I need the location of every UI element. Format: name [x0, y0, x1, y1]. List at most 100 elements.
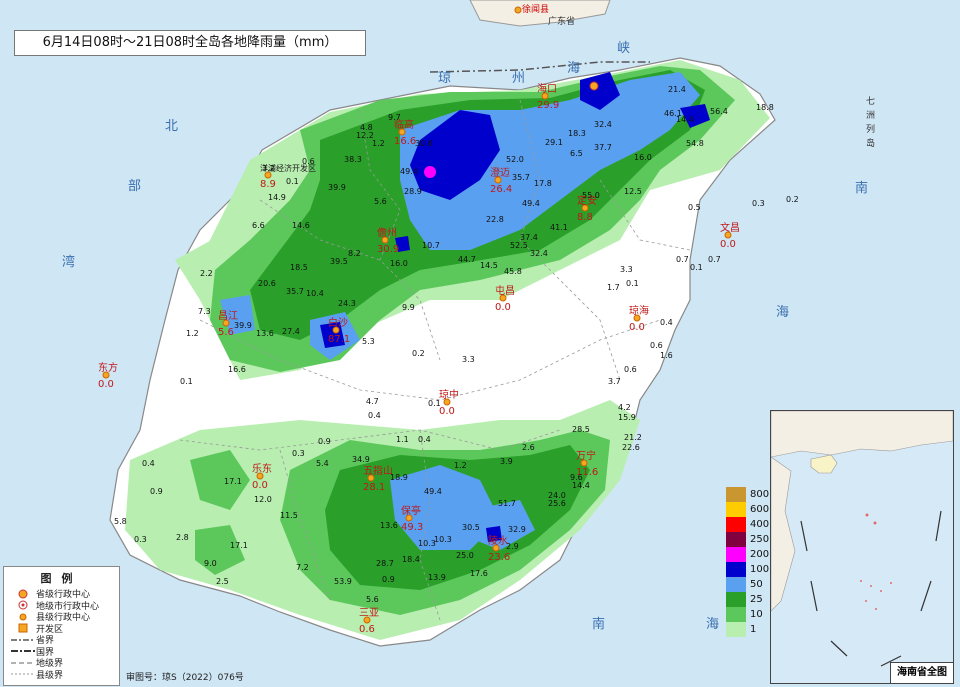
city-rainfall-value: 29.9: [537, 100, 559, 111]
station-rainfall-value: 9.6: [570, 473, 583, 482]
color-swatch: [726, 607, 746, 622]
station-rainfall-value: 13.6: [380, 521, 398, 530]
city-rainfall-value: 26.4: [490, 184, 512, 195]
city-marker: 洋浦经济开发区 8.9: [260, 163, 316, 190]
city-dot: [633, 314, 641, 322]
station-rainfall-value: 39.5: [330, 257, 348, 266]
station-rainfall-value: 17.8: [534, 179, 552, 188]
city-name: 洋浦经济开发区: [260, 163, 316, 173]
station-rainfall-value: 32.9: [508, 525, 526, 534]
station-rainfall-value: 0.4: [368, 411, 381, 420]
city-marker: 白沙 87.1: [328, 316, 350, 345]
city-name: 万宁: [576, 449, 596, 462]
station-rainfall-value: 1.1: [396, 435, 409, 444]
station-rainfall-value: 0.1: [690, 263, 703, 272]
city-name: 东方: [98, 361, 118, 374]
station-rainfall-value: 18.8: [756, 103, 774, 112]
station-rainfall-value: 51.7: [498, 499, 516, 508]
sea-label-hai: 海: [567, 61, 582, 76]
city-rainfall-value: 16.6: [394, 136, 416, 147]
city-name: 白沙: [328, 316, 348, 329]
legend-item-label: 开发区: [36, 624, 64, 635]
inset-caption: 海南省全图: [890, 662, 954, 684]
station-rainfall-value: 14.6: [292, 221, 310, 230]
station-rainfall-value: 7.2: [296, 563, 309, 572]
color-scale-step: 250: [726, 532, 769, 547]
station-rainfall-value: 0.6: [650, 341, 663, 350]
sea-label-qiong: 琼: [438, 71, 453, 86]
rain-band-100: [580, 72, 620, 110]
station-rainfall-value: 1.6: [660, 351, 673, 360]
station-rainfall-value: 39.9: [234, 321, 252, 330]
station-rainfall-value: 0.3: [292, 449, 305, 458]
rain-band-50: [470, 500, 535, 550]
station-rainfall-value: 25.6: [548, 499, 566, 508]
station-rainfall-value: 38.3: [344, 155, 362, 164]
inset-mainland: [771, 411, 953, 458]
station-rainfall-value: 17.1: [230, 541, 248, 550]
county-seat-icon: [10, 612, 36, 622]
city-marker: 屯昌 0.0: [495, 284, 515, 313]
rainfall-color-scale: 800 600 400 250 200 100 50 25 10 1: [726, 487, 769, 637]
station-rainfall-value: 4.8: [360, 123, 373, 132]
color-swatch: [726, 502, 746, 517]
qizhou-char-2: 洲: [866, 110, 875, 121]
color-scale-label: 100: [750, 564, 770, 575]
city-marker: 陵水 23.6: [488, 535, 510, 563]
city-dot: [381, 236, 389, 244]
station-rainfall-value: 0.3: [134, 535, 147, 544]
color-scale-step: 50: [726, 577, 769, 592]
station-rainfall-value: 14.9: [268, 193, 286, 202]
station-rainfall-value: 12.5: [624, 187, 642, 196]
legend-item: 省界: [4, 634, 119, 646]
color-swatch: [726, 562, 746, 577]
city-dot: [494, 176, 502, 184]
xuwen-marker: [514, 6, 522, 14]
city-dot: [256, 472, 264, 480]
city-dot: [363, 616, 371, 624]
legend-item: 地级市行政中心: [4, 600, 119, 612]
station-rainfall-value: 3.3: [462, 355, 475, 364]
station-rainfall-value: 20.6: [258, 279, 276, 288]
color-scale-step: 1: [726, 622, 769, 637]
station-rainfall-value: 5.6: [366, 595, 379, 604]
station-rainfall-value: 16.0: [634, 153, 652, 162]
color-scale-step: 400: [726, 517, 769, 532]
city-marker: 五指山 28.1: [363, 464, 393, 493]
inset-vietnam: [771, 456, 796, 612]
station-rainfall-value: 0.6: [302, 157, 315, 166]
station-rainfall-value: 5.8: [114, 517, 127, 526]
legend-item: 县级界: [4, 669, 119, 681]
sea-label-wan: 湾: [62, 254, 77, 270]
station-rainfall-value: 3.7: [608, 377, 621, 386]
station-rainfall-value: 22.8: [486, 215, 504, 224]
color-scale-step: 600: [726, 502, 769, 517]
city-dot: [580, 459, 588, 467]
city-marker: 东方 0.0: [98, 361, 118, 390]
city-name: 澄迈: [490, 166, 510, 179]
station-rainfall-value: 2.2: [200, 269, 213, 278]
sea-label-bu: 部: [128, 179, 143, 194]
legend-item: 国界: [4, 646, 119, 658]
station-rainfall-value: 56.4: [710, 107, 728, 116]
cities-layer: 海口 29.9 澄迈 26.4 定安 8.8 儋州 30.9 屯昌 0.0 琼海 0.0 文昌 0.0 白沙…: [98, 81, 740, 635]
station-rainfall-value: 18.4: [402, 555, 420, 564]
color-swatch: [726, 547, 746, 562]
city-marker: 琼海 0.0: [629, 304, 649, 333]
legend-item-label: 地级市行政中心: [36, 601, 100, 612]
station-rainfall-value: 0.2: [412, 349, 425, 358]
legend-item-label: 地级界: [36, 659, 64, 670]
station-rainfall-value: 10.4: [306, 289, 324, 298]
city-dot: [443, 398, 451, 406]
station-rainfall-value: 0.7: [708, 255, 721, 264]
station-rainfall-value: 44.7: [458, 255, 476, 264]
station-rainfall-value: 54.8: [686, 139, 704, 148]
city-rainfall-value: 0.0: [98, 379, 114, 390]
station-rainfall-value: 25.0: [456, 551, 474, 560]
legend-item-label: 国界: [36, 647, 55, 658]
development-zone-icon: [10, 623, 36, 633]
color-scale-label: 250: [750, 534, 770, 545]
legend-item: 县级行政中心: [4, 611, 119, 623]
city-marker: 万宁 11.6: [576, 449, 598, 478]
